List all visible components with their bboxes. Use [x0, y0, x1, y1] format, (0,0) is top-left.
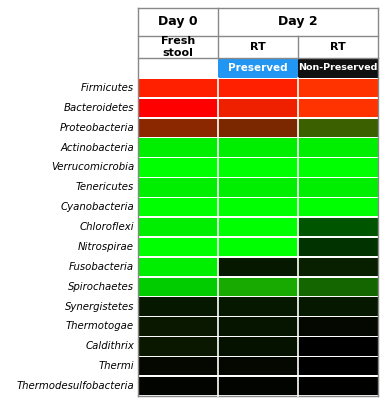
Bar	[138, 337, 218, 356]
Text: Synergistetes: Synergistetes	[65, 302, 134, 312]
Bar	[218, 377, 298, 395]
Bar	[218, 297, 298, 316]
Text: Spirochaetes: Spirochaetes	[68, 282, 134, 292]
Bar	[298, 238, 378, 256]
Bar	[218, 118, 298, 137]
Bar	[298, 317, 378, 336]
Bar	[138, 79, 218, 97]
Bar	[138, 178, 218, 196]
Bar	[138, 297, 218, 316]
Text: Thermotogae: Thermotogae	[66, 322, 134, 332]
Bar	[218, 337, 298, 356]
Bar	[218, 79, 298, 97]
Bar	[298, 138, 378, 157]
Bar	[138, 357, 218, 375]
Bar	[298, 258, 378, 276]
Text: Verrucomicrobia: Verrucomicrobia	[51, 162, 134, 172]
Bar	[138, 198, 218, 216]
Text: RT: RT	[330, 42, 346, 52]
Bar	[218, 218, 298, 236]
Bar	[218, 178, 298, 196]
Text: Fresh
stool: Fresh stool	[161, 36, 195, 58]
Text: Firmicutes: Firmicutes	[81, 83, 134, 93]
Text: Day 0: Day 0	[158, 16, 198, 28]
Text: Fusobacteria: Fusobacteria	[69, 262, 134, 272]
Bar	[218, 158, 298, 177]
Text: Bacteroidetes: Bacteroidetes	[63, 103, 134, 113]
Bar	[138, 377, 218, 395]
Bar	[218, 138, 298, 157]
Bar	[138, 158, 218, 177]
Text: Tenericutes: Tenericutes	[76, 182, 134, 192]
Bar	[218, 58, 298, 78]
Bar	[218, 258, 298, 276]
Bar	[138, 118, 218, 137]
Bar	[218, 317, 298, 336]
Text: Proteobacteria: Proteobacteria	[59, 123, 134, 133]
Bar	[138, 317, 218, 336]
Bar	[298, 79, 378, 97]
Bar	[218, 99, 298, 117]
Text: Day 2: Day 2	[278, 16, 318, 28]
Bar	[298, 297, 378, 316]
Text: Non-Preserved: Non-Preserved	[298, 64, 378, 72]
Text: Thermodesulfobacteria: Thermodesulfobacteria	[16, 381, 134, 391]
Text: Cyanobacteria: Cyanobacteria	[60, 202, 134, 212]
Text: Actinobacteria: Actinobacteria	[60, 142, 134, 152]
Bar	[298, 158, 378, 177]
Bar	[298, 218, 378, 236]
Text: Nitrospirae: Nitrospirae	[78, 242, 134, 252]
Bar	[218, 238, 298, 256]
Bar	[138, 238, 218, 256]
Bar	[218, 357, 298, 375]
Bar	[138, 99, 218, 117]
Bar	[138, 218, 218, 236]
Bar	[298, 337, 378, 356]
Bar	[298, 99, 378, 117]
Text: RT: RT	[250, 42, 266, 52]
Bar	[218, 278, 298, 296]
Bar	[138, 138, 218, 157]
Bar	[298, 178, 378, 196]
Text: Preserved: Preserved	[228, 63, 288, 73]
Bar	[138, 258, 218, 276]
Text: Thermi: Thermi	[98, 361, 134, 371]
Bar	[298, 198, 378, 216]
Bar	[138, 278, 218, 296]
Bar	[298, 278, 378, 296]
Bar	[218, 198, 298, 216]
Bar	[298, 377, 378, 395]
Bar	[298, 58, 378, 78]
Text: Chloroflexi: Chloroflexi	[79, 222, 134, 232]
Bar	[298, 118, 378, 137]
Text: Caldithrix: Caldithrix	[85, 341, 134, 351]
Bar	[298, 357, 378, 375]
